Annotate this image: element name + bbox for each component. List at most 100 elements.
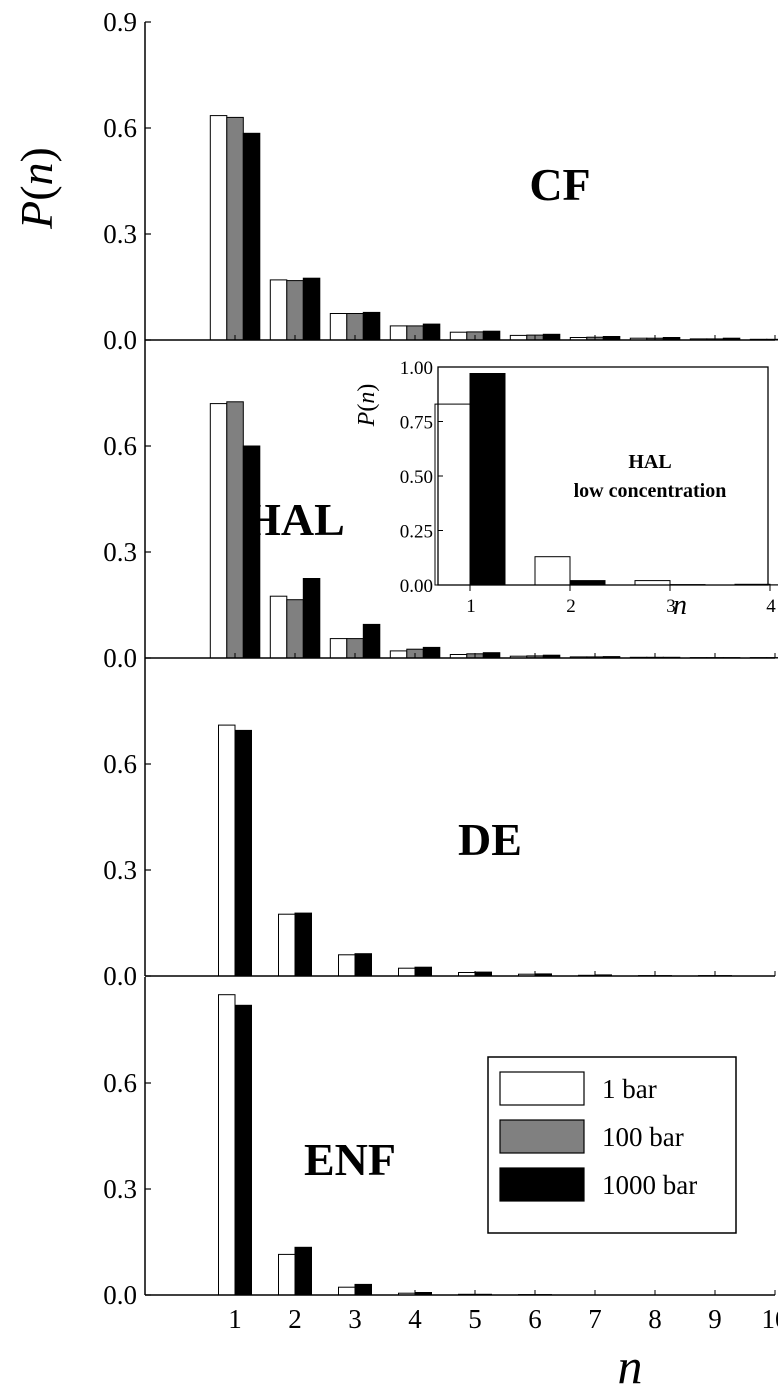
x-tick-label: 2 bbox=[288, 1304, 302, 1334]
y-axis-title: P(n) bbox=[11, 147, 62, 230]
x-axis-title: n bbox=[618, 1338, 643, 1391]
y-tick-label: 0.3 bbox=[103, 219, 137, 249]
bar-cf-1bar-n4 bbox=[389, 325, 408, 341]
y-tick-label: 0.3 bbox=[103, 537, 137, 567]
inset-label-line1: HAL bbox=[628, 451, 671, 473]
legend-label: 100 bar bbox=[602, 1122, 684, 1152]
bar-de-1000bar-n1 bbox=[234, 729, 252, 977]
bar-enf-1000bar-n3 bbox=[354, 1283, 372, 1296]
bar-hal-1bar-n4 bbox=[389, 650, 408, 659]
inset-y-axis-title: P(n) bbox=[354, 384, 380, 428]
inset-x-tick-label: 1 bbox=[466, 596, 476, 617]
bar-cf-1bar-n3 bbox=[329, 313, 348, 341]
legend: 1 bar 100 bar 1000 bar bbox=[487, 1056, 737, 1234]
x-tick-label: 4 bbox=[408, 1304, 422, 1334]
bar-hal-1000bar-n4 bbox=[422, 646, 441, 659]
legend-swatch-1000bar bbox=[499, 1167, 585, 1202]
legend-swatch-1bar bbox=[499, 1071, 585, 1106]
bar-hal-1bar-n2 bbox=[269, 595, 288, 659]
y-tick-label: 0.6 bbox=[103, 749, 137, 779]
panel-label: ENF bbox=[304, 1134, 396, 1185]
inset-y-tick-label: 0.75 bbox=[400, 413, 433, 434]
bar-de-1bar-n3 bbox=[338, 954, 356, 977]
bar-de-1000bar-n4 bbox=[414, 966, 432, 977]
bar-de-1bar-n1 bbox=[218, 724, 236, 977]
bar-cf-1000bar-n1 bbox=[242, 132, 261, 341]
axis-titles: 1 2 3 4 5 6 7 8 9 10 P(n) n bbox=[11, 147, 778, 1391]
y-tick-label: 0.0 bbox=[103, 1280, 137, 1310]
x-tick-label: 10 bbox=[762, 1304, 778, 1334]
x-tick-label: 5 bbox=[468, 1304, 482, 1334]
bar-de-1000bar-n3 bbox=[354, 953, 372, 977]
inset-chart: 0.00 0.25 0.50 0.75 1.00 1 2 3 4 P(n) n HAL low conc… bbox=[354, 358, 778, 621]
bar-cf-100bar-n2 bbox=[286, 280, 304, 341]
y-tick-label: 0.0 bbox=[103, 961, 137, 991]
bar-cf-1000bar-n5 bbox=[482, 330, 501, 341]
x-tick-label: 6 bbox=[528, 1304, 542, 1334]
bar-cf-1bar-n2 bbox=[269, 279, 288, 341]
bar-hal-1bar-n3 bbox=[329, 638, 348, 659]
panel-enf: 0.0 0.3 0.6 ENF bbox=[103, 977, 776, 1310]
panel-hal: 0.0 0.3 0.6 HAL bbox=[103, 340, 778, 673]
y-tick-label: 0.3 bbox=[103, 1174, 137, 1204]
panel-label: DE bbox=[458, 814, 522, 865]
bar-hal-1000bar-n2 bbox=[302, 578, 321, 659]
x-tick-label: 8 bbox=[648, 1304, 662, 1334]
bar-de-1bar-n4 bbox=[398, 967, 416, 977]
panel-label: CF bbox=[529, 159, 590, 210]
inset-y-tick-label: 1.00 bbox=[400, 358, 433, 379]
bar-cf-1bar-n1 bbox=[209, 115, 228, 341]
panel-label: HAL bbox=[245, 494, 345, 545]
inset-y-tick-label: 0.50 bbox=[400, 467, 433, 488]
inset-y-tick-label: 0.00 bbox=[400, 576, 433, 597]
inset-x-axis-title: n bbox=[673, 590, 687, 621]
y-tick-label: 0.0 bbox=[103, 643, 137, 673]
bar-cf-1000bar-n3 bbox=[362, 311, 381, 341]
bar-hal-1000bar-n5 bbox=[482, 652, 501, 659]
bar-hal-100bar-n2 bbox=[286, 599, 304, 659]
y-tick-label: 0.9 bbox=[103, 7, 137, 37]
bar-cf-1bar-n5 bbox=[449, 331, 468, 341]
x-tick-label: 7 bbox=[588, 1304, 602, 1334]
inset-x-tick-label: 2 bbox=[566, 596, 576, 617]
inset-label-line2: low concentration bbox=[574, 480, 727, 502]
inset-bar-1bar-n2 bbox=[534, 556, 571, 586]
legend-label: 1 bar bbox=[602, 1074, 657, 1104]
bar-enf-1bar-n2 bbox=[278, 1253, 296, 1296]
bar-enf-1000bar-n2 bbox=[294, 1246, 312, 1296]
y-tick-label: 0.0 bbox=[103, 325, 137, 355]
panel-de: 0.0 0.3 0.6 DE bbox=[103, 658, 776, 991]
inset-x-tick-label: 4 bbox=[766, 596, 776, 617]
inset-bar-1bar-n1 bbox=[434, 403, 471, 586]
bar-de-1000bar-n2 bbox=[294, 912, 312, 977]
y-tick-label: 0.6 bbox=[103, 113, 137, 143]
inset-bar-1000bar-n2 bbox=[569, 580, 606, 586]
panel-cf: 0.0 0.3 0.6 0.9 CF bbox=[103, 7, 778, 355]
bar-cf-100bar-n1 bbox=[226, 116, 244, 341]
inset-bar-1bar-n3 bbox=[634, 580, 671, 586]
legend-swatch-100bar bbox=[499, 1119, 585, 1154]
legend-label: 1000 bar bbox=[602, 1170, 697, 1200]
x-tick-label: 9 bbox=[708, 1304, 722, 1334]
y-tick-label: 0.6 bbox=[103, 431, 137, 461]
bar-cf-1000bar-n4 bbox=[422, 323, 441, 341]
bar-enf-1000bar-n1 bbox=[234, 1004, 252, 1296]
bar-hal-1000bar-n1 bbox=[242, 445, 261, 659]
x-tick-label: 1 bbox=[228, 1304, 242, 1334]
bar-hal-1bar-n1 bbox=[209, 403, 228, 659]
inset-bar-1000bar-n1 bbox=[469, 373, 506, 586]
bar-enf-1bar-n1 bbox=[218, 994, 236, 1296]
bar-hal-100bar-n1 bbox=[226, 401, 244, 659]
inset-x-tick-label: 3 bbox=[666, 596, 676, 617]
panels: 0.00.30.60.9CF0.00.30.6HAL0.00.30.6DE0.0… bbox=[103, 7, 778, 1310]
y-tick-label: 0.6 bbox=[103, 1068, 137, 1098]
bar-cf-1000bar-n2 bbox=[302, 277, 321, 341]
bar-enf-1bar-n3 bbox=[338, 1286, 356, 1296]
x-tick-label: 3 bbox=[348, 1304, 362, 1334]
bar-hal-1000bar-n3 bbox=[362, 623, 381, 659]
y-tick-label: 0.3 bbox=[103, 855, 137, 885]
inset-y-tick-label: 0.25 bbox=[400, 522, 433, 543]
bar-cf-1000bar-n6 bbox=[542, 333, 561, 341]
bar-de-1bar-n2 bbox=[278, 913, 296, 977]
